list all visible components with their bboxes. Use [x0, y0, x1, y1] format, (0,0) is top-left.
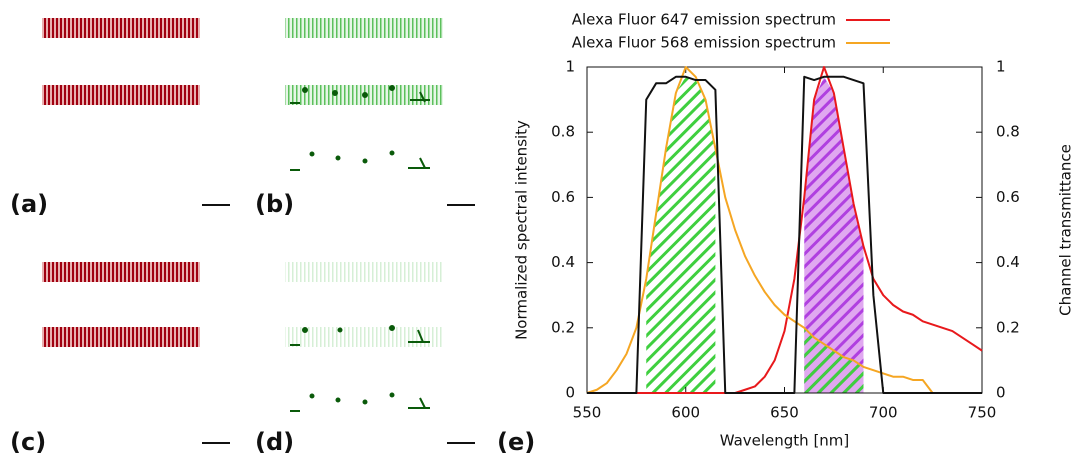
y-tick-label: 0.2 — [551, 318, 575, 336]
panel-label: (e) — [497, 428, 535, 456]
y2-tick-label: 0.6 — [996, 188, 1020, 206]
panel-label: (b) — [255, 190, 294, 218]
panel-label: (c) — [10, 428, 46, 456]
y2-tick-label: 1 — [996, 58, 1006, 76]
legend-label: Alexa Fluor 647 emission spectrum — [572, 11, 836, 29]
x-tick-label: 750 — [968, 404, 997, 422]
legend-label: Alexa Fluor 568 emission spectrum — [572, 34, 836, 52]
y2-axis-label: Channel transmittance — [1057, 144, 1075, 316]
panel-label: (a) — [10, 190, 48, 218]
y-tick-label: 1 — [565, 58, 575, 76]
x-tick-label: 600 — [671, 404, 700, 422]
y2-tick-label: 0.4 — [996, 253, 1020, 271]
overlap-fill — [646, 76, 716, 393]
series-line — [586, 66, 982, 394]
y-tick-label: 0.8 — [551, 123, 575, 141]
chart: 550 600 650 700 750 0 0.2 0.4 0.6 0.8 1 0 0.2 0.4 0.6 0… — [513, 11, 1075, 450]
series-line — [587, 75, 982, 394]
y2-tick-label: 0 — [996, 384, 1006, 402]
y2-tick-label: 0.2 — [996, 318, 1020, 336]
x-tick-label: 700 — [869, 404, 898, 422]
y2-tick-label: 0.8 — [996, 123, 1020, 141]
overlap-fill — [804, 327, 864, 393]
panel-label: (d) — [255, 428, 294, 456]
x-axis-label: Wavelength [nm] — [720, 432, 850, 450]
y-axis-label: Normalized spectral intensity — [513, 120, 531, 340]
x-tick-label: 550 — [573, 404, 602, 422]
micrographs — [42, 18, 475, 444]
y-tick-label: 0.4 — [551, 253, 575, 271]
x-tick-label: 650 — [770, 404, 799, 422]
y-tick-label: 0.6 — [551, 188, 575, 206]
overlap-fill — [804, 76, 864, 393]
series-line — [587, 66, 983, 394]
y-tick-label: 0 — [565, 384, 575, 402]
